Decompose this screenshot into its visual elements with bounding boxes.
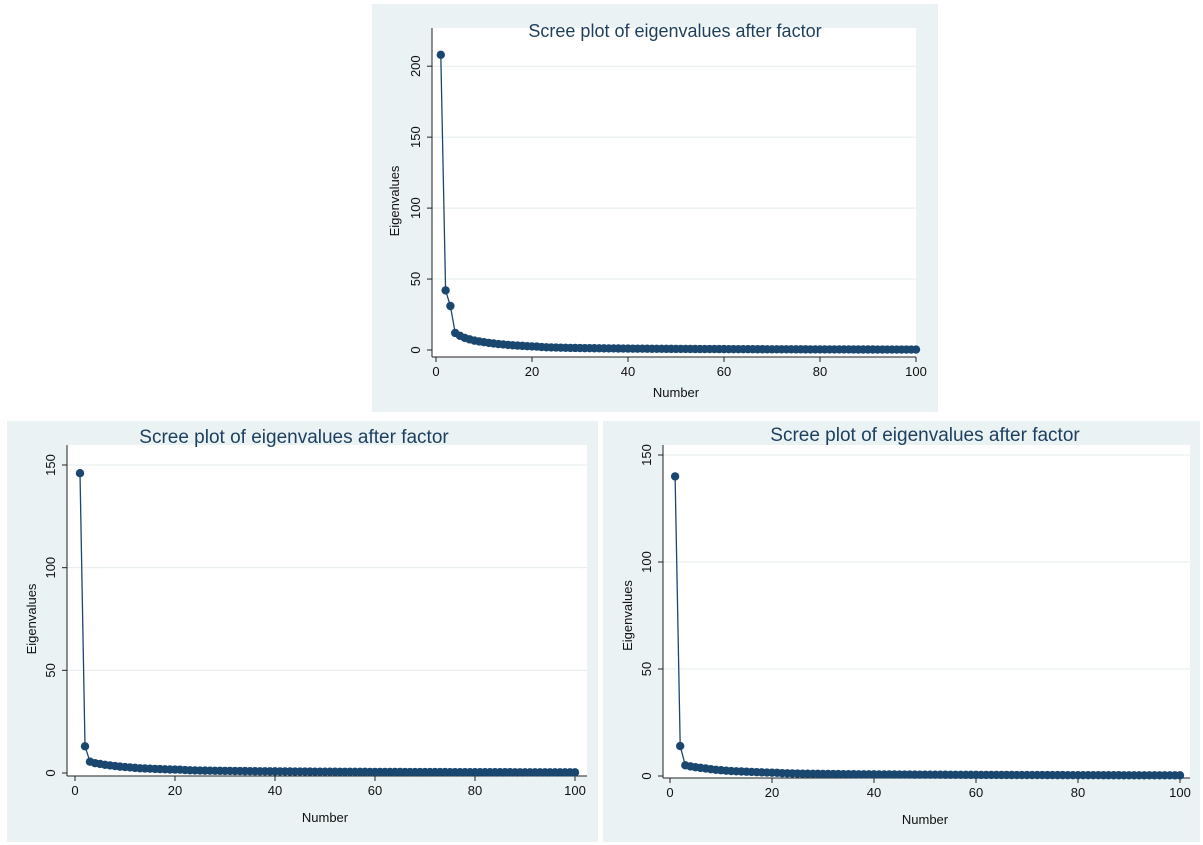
x-tick-label: 60 [717, 364, 731, 379]
y-tick-label: 0 [43, 769, 58, 776]
plot-region [432, 28, 916, 357]
plot-region [663, 445, 1190, 778]
y-tick-label: 0 [639, 772, 654, 779]
y-axis-label: Eigenvalues [24, 583, 39, 654]
x-tick-label: 20 [525, 364, 539, 379]
chart-title: Scree plot of eigenvalues after factor [139, 427, 449, 448]
scree-plot-top: Scree plot of eigenvalues after factor 0 5… [387, 21, 927, 400]
data-point [75, 469, 85, 478]
data-point [676, 741, 685, 751]
data-point [1175, 771, 1185, 780]
x-tick-label: 40 [621, 364, 635, 379]
x-tick-label: 0 [666, 785, 673, 800]
y-tick-label: 50 [408, 272, 423, 286]
x-tick-label: 40 [867, 785, 881, 800]
y-tick-label: 0 [408, 346, 423, 353]
scree-plot-bottom-left: Scree plot of eigenvalues after factor 0 5… [24, 427, 587, 825]
chart-title: Scree plot of eigenvalues after factor [770, 425, 1080, 446]
y-tick-label: 100 [43, 557, 58, 579]
x-tick-label: 20 [168, 783, 182, 798]
y-tick-label: 50 [43, 663, 58, 677]
y-tick-label: 150 [43, 454, 58, 476]
y-tick-label: 100 [408, 197, 423, 219]
x-tick-label: 40 [268, 783, 282, 798]
data-point [436, 50, 445, 60]
x-tick-label: 80 [468, 783, 482, 798]
x-tick-label: 60 [368, 783, 382, 798]
y-tick-label: 100 [639, 551, 654, 573]
data-point [570, 768, 580, 777]
chart-panel-bottom-left: Scree plot of eigenvalues after factor 0 5… [7, 421, 598, 842]
y-axis-label: Eigenvalues [620, 580, 635, 651]
chart-panel-top: Scree plot of eigenvalues after factor 0 5… [372, 4, 938, 412]
x-tick-label: 80 [813, 364, 827, 379]
chart-title: Scree plot of eigenvalues after factor [528, 21, 821, 41]
x-tick-label: 100 [905, 364, 927, 379]
x-axis-label: Number [653, 385, 700, 400]
chart-panel-bottom-right: Scree plot of eigenvalues after factor 0 5… [603, 421, 1200, 842]
scree-plot-bottom-right: Scree plot of eigenvalues after factor 0 5… [620, 425, 1191, 827]
x-axis-label: Number [902, 812, 949, 827]
x-tick-label: 0 [71, 783, 78, 798]
data-point [441, 286, 450, 295]
data-point [446, 301, 455, 311]
x-tick-label: 100 [1169, 785, 1191, 800]
x-tick-label: 20 [765, 785, 779, 800]
x-axis-label: Number [302, 810, 349, 825]
y-tick-label: 150 [408, 126, 423, 148]
y-tick-label: 150 [639, 444, 654, 466]
x-tick-label: 0 [432, 364, 439, 379]
x-tick-label: 80 [1071, 785, 1085, 800]
x-tick-label: 60 [969, 785, 983, 800]
x-tick-label: 100 [564, 783, 586, 798]
data-point [670, 472, 680, 481]
plot-region [67, 445, 587, 776]
y-tick-label: 200 [408, 55, 423, 77]
y-tick-label: 50 [639, 662, 654, 676]
data-point [911, 345, 921, 354]
y-axis-label: Eigenvalues [387, 165, 402, 236]
data-point [80, 742, 90, 751]
